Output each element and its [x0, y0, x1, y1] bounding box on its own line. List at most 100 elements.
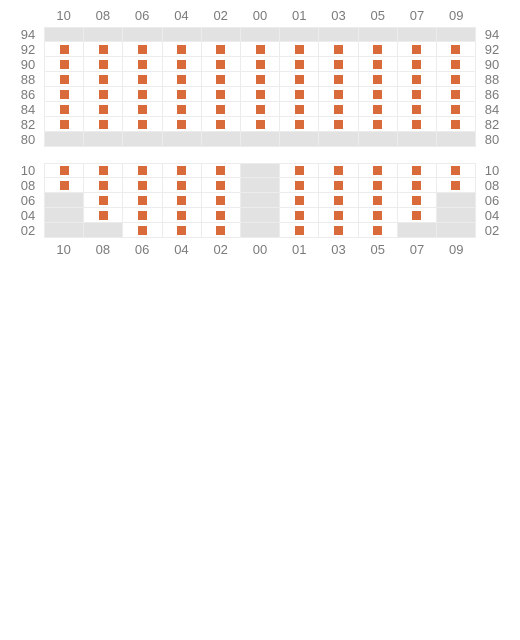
seat-cell[interactable] [437, 117, 476, 132]
seat-cell[interactable] [202, 87, 241, 102]
seat-cell[interactable] [84, 193, 123, 208]
seat-cell[interactable] [359, 87, 398, 102]
seat-cell[interactable] [280, 117, 319, 132]
seat-cell[interactable] [123, 57, 162, 72]
seat-cell[interactable] [437, 72, 476, 87]
seat-cell[interactable] [319, 117, 358, 132]
seat-cell[interactable] [84, 178, 123, 193]
seat-cell[interactable] [319, 223, 358, 238]
seat-cell[interactable] [202, 102, 241, 117]
seat-cell[interactable] [398, 117, 437, 132]
seat-cell[interactable] [202, 208, 241, 223]
seat-cell[interactable] [84, 208, 123, 223]
seat-cell[interactable] [398, 193, 437, 208]
seat-cell[interactable] [359, 223, 398, 238]
seat-cell[interactable] [280, 57, 319, 72]
seat-cell[interactable] [398, 178, 437, 193]
seat-cell[interactable] [280, 208, 319, 223]
seat-cell[interactable] [84, 117, 123, 132]
seat-cell[interactable] [123, 102, 162, 117]
seat-cell[interactable] [44, 117, 84, 132]
seat-cell[interactable] [163, 223, 202, 238]
seat-cell[interactable] [319, 87, 358, 102]
seat-cell[interactable] [398, 57, 437, 72]
seat-cell[interactable] [123, 208, 162, 223]
seat-cell[interactable] [163, 178, 202, 193]
seat-cell[interactable] [44, 42, 84, 57]
seat-cell[interactable] [359, 178, 398, 193]
seat-cell[interactable] [202, 57, 241, 72]
seat-cell[interactable] [84, 102, 123, 117]
seat-cell[interactable] [44, 57, 84, 72]
seat-cell[interactable] [123, 223, 162, 238]
seat-cell[interactable] [280, 87, 319, 102]
seat-cell[interactable] [280, 72, 319, 87]
seat-cell[interactable] [319, 72, 358, 87]
seat-cell[interactable] [398, 87, 437, 102]
seat-cell[interactable] [359, 57, 398, 72]
seat-cell[interactable] [163, 102, 202, 117]
seat-cell[interactable] [398, 72, 437, 87]
seat-cell[interactable] [437, 102, 476, 117]
seat-cell[interactable] [359, 102, 398, 117]
seat-cell[interactable] [163, 42, 202, 57]
seat-cell[interactable] [123, 193, 162, 208]
seat-cell[interactable] [202, 72, 241, 87]
seat-cell[interactable] [280, 223, 319, 238]
seat-cell[interactable] [84, 57, 123, 72]
seat-cell[interactable] [123, 117, 162, 132]
seat-cell[interactable] [123, 72, 162, 87]
seat-cell[interactable] [123, 178, 162, 193]
seat-cell[interactable] [359, 193, 398, 208]
seat-cell[interactable] [84, 72, 123, 87]
seat-cell[interactable] [241, 57, 280, 72]
seat-cell[interactable] [44, 163, 84, 178]
seat-cell[interactable] [437, 178, 476, 193]
seat-cell[interactable] [280, 193, 319, 208]
seat-cell[interactable] [123, 87, 162, 102]
seat-cell[interactable] [319, 178, 358, 193]
seat-cell[interactable] [202, 223, 241, 238]
seat-cell[interactable] [44, 72, 84, 87]
seat-cell[interactable] [163, 87, 202, 102]
seat-cell[interactable] [44, 102, 84, 117]
seat-cell[interactable] [241, 42, 280, 57]
seat-cell[interactable] [437, 42, 476, 57]
seat-cell[interactable] [84, 42, 123, 57]
seat-cell[interactable] [202, 178, 241, 193]
seat-cell[interactable] [359, 42, 398, 57]
seat-cell[interactable] [319, 208, 358, 223]
seat-cell[interactable] [44, 178, 84, 193]
seat-cell[interactable] [398, 208, 437, 223]
seat-cell[interactable] [398, 163, 437, 178]
seat-cell[interactable] [437, 87, 476, 102]
seat-cell[interactable] [202, 117, 241, 132]
seat-cell[interactable] [437, 163, 476, 178]
seat-cell[interactable] [359, 163, 398, 178]
seat-cell[interactable] [319, 102, 358, 117]
seat-cell[interactable] [319, 42, 358, 57]
seat-cell[interactable] [123, 163, 162, 178]
seat-cell[interactable] [437, 57, 476, 72]
seat-cell[interactable] [280, 163, 319, 178]
seat-cell[interactable] [241, 72, 280, 87]
seat-cell[interactable] [84, 87, 123, 102]
seat-cell[interactable] [163, 117, 202, 132]
seat-cell[interactable] [398, 42, 437, 57]
seat-cell[interactable] [280, 42, 319, 57]
seat-cell[interactable] [398, 102, 437, 117]
seat-cell[interactable] [84, 163, 123, 178]
seat-cell[interactable] [202, 42, 241, 57]
seat-cell[interactable] [241, 102, 280, 117]
seat-cell[interactable] [163, 163, 202, 178]
seat-cell[interactable] [359, 72, 398, 87]
seat-cell[interactable] [280, 102, 319, 117]
seat-cell[interactable] [202, 163, 241, 178]
seat-cell[interactable] [359, 208, 398, 223]
seat-cell[interactable] [280, 178, 319, 193]
seat-cell[interactable] [163, 193, 202, 208]
seat-cell[interactable] [359, 117, 398, 132]
seat-cell[interactable] [202, 193, 241, 208]
seat-cell[interactable] [163, 57, 202, 72]
seat-cell[interactable] [319, 163, 358, 178]
